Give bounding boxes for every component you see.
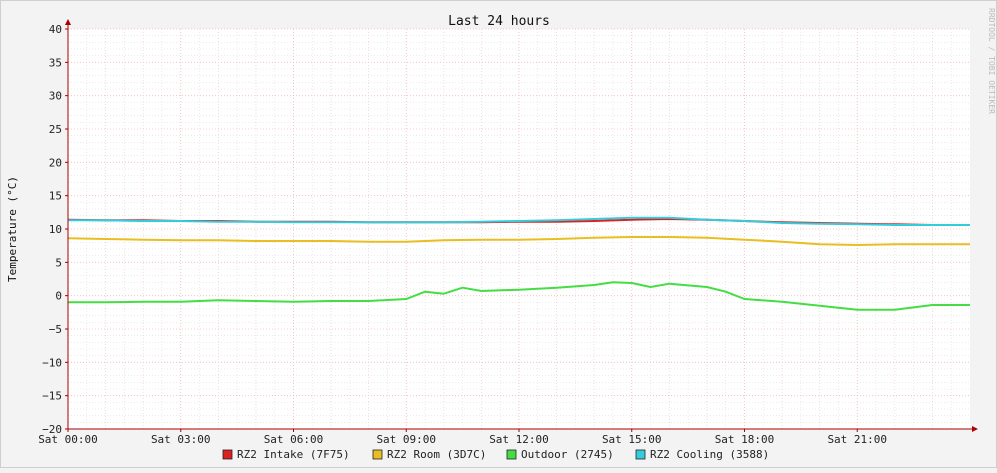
- legend: RZ2 Intake (7F75) RZ2 Room (3D7C) Outdoor …: [222, 448, 769, 461]
- y-axis-label: Temperature (°C): [6, 176, 19, 282]
- series-lines: [67, 216, 970, 311]
- series-line-2: [68, 281, 970, 311]
- x-tick-label: Sat 12:00: [489, 433, 549, 446]
- chart-title: Last 24 hours: [448, 14, 550, 29]
- x-axis-arrow: [972, 426, 978, 432]
- grid: [67, 28, 970, 430]
- y-tick-label: 20: [49, 156, 62, 169]
- legend-swatch: [506, 449, 517, 460]
- axes: [65, 19, 978, 432]
- y-tick-label: 40: [49, 23, 62, 36]
- y-tick-label: −5: [49, 323, 62, 336]
- watermark: RRDTOOL / TOBI OETIKER: [987, 8, 996, 114]
- y-tick-label: −20: [42, 423, 62, 436]
- x-tick-label: Sat 06:00: [264, 433, 324, 446]
- x-tick-label: Sat 15:00: [602, 433, 662, 446]
- y-tick-label: 35: [49, 56, 62, 69]
- y-tick-label: 15: [49, 190, 62, 203]
- legend-label: Outdoor (2745): [521, 448, 614, 461]
- y-tick-label: 30: [49, 90, 62, 103]
- legend-swatch: [635, 449, 646, 460]
- series-line-3: [68, 216, 970, 226]
- y-tick-label: 25: [49, 123, 62, 136]
- y-tick-label: 5: [55, 256, 62, 269]
- x-tick-label: Sat 21:00: [827, 433, 887, 446]
- legend-label: RZ2 Intake (7F75): [237, 448, 350, 461]
- x-tick-label: Sat 00:00: [38, 433, 98, 446]
- x-tick-label: Sat 18:00: [715, 433, 775, 446]
- y-tick-label: 0: [55, 290, 62, 303]
- y-tick-label: 10: [49, 223, 62, 236]
- legend-label: RZ2 Room (3D7C): [387, 448, 486, 461]
- legend-swatch: [222, 449, 233, 460]
- legend-label: RZ2 Cooling (3588): [650, 448, 769, 461]
- x-tick-label: Sat 09:00: [376, 433, 436, 446]
- legend-swatch: [372, 449, 383, 460]
- y-axis-arrow: [65, 19, 71, 25]
- x-tick-label: Sat 03:00: [151, 433, 211, 446]
- y-tick-label: −15: [42, 390, 62, 403]
- series-line-1: [67, 236, 970, 246]
- y-tick-label: −10: [42, 356, 62, 369]
